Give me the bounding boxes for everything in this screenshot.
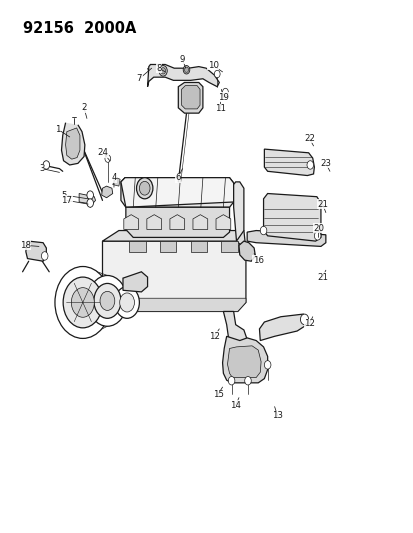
Circle shape <box>214 70 220 78</box>
Circle shape <box>139 181 150 195</box>
Circle shape <box>63 277 102 328</box>
Circle shape <box>88 276 127 326</box>
Circle shape <box>313 232 320 240</box>
Text: 21: 21 <box>316 199 327 208</box>
Circle shape <box>264 361 270 369</box>
Polygon shape <box>26 241 46 261</box>
Polygon shape <box>121 177 233 207</box>
Circle shape <box>55 266 110 338</box>
Polygon shape <box>223 311 247 349</box>
Polygon shape <box>129 241 145 252</box>
Polygon shape <box>227 346 261 377</box>
Polygon shape <box>102 298 245 311</box>
Text: 6: 6 <box>175 173 180 182</box>
Polygon shape <box>259 314 306 341</box>
Text: 16: 16 <box>252 256 263 265</box>
Polygon shape <box>65 128 80 159</box>
Polygon shape <box>123 272 147 292</box>
Polygon shape <box>247 231 325 246</box>
Polygon shape <box>123 215 138 230</box>
Text: 15: 15 <box>212 390 223 399</box>
Polygon shape <box>263 193 320 241</box>
Polygon shape <box>222 336 267 383</box>
Text: 14: 14 <box>230 401 241 409</box>
Polygon shape <box>102 186 112 198</box>
Text: 2: 2 <box>81 103 87 112</box>
Polygon shape <box>126 207 229 237</box>
Text: 4: 4 <box>111 173 116 182</box>
Text: 11: 11 <box>214 104 225 114</box>
Polygon shape <box>192 215 207 230</box>
Circle shape <box>244 376 251 385</box>
Text: 12: 12 <box>209 332 219 341</box>
Circle shape <box>94 284 121 318</box>
Circle shape <box>114 287 139 318</box>
Circle shape <box>100 292 114 310</box>
Text: 5: 5 <box>62 191 67 199</box>
Text: 23: 23 <box>320 159 330 168</box>
Polygon shape <box>238 241 255 261</box>
Polygon shape <box>147 64 219 87</box>
Polygon shape <box>216 215 230 230</box>
Text: 12: 12 <box>303 319 314 328</box>
Polygon shape <box>181 86 199 109</box>
Circle shape <box>136 177 152 199</box>
Text: 21: 21 <box>316 272 327 281</box>
Circle shape <box>184 67 188 72</box>
Circle shape <box>159 66 167 76</box>
Text: 92156  2000A: 92156 2000A <box>23 21 135 36</box>
Polygon shape <box>79 193 95 204</box>
Circle shape <box>43 161 50 169</box>
Circle shape <box>300 314 308 325</box>
Text: 18: 18 <box>20 241 31 250</box>
Polygon shape <box>102 241 245 311</box>
Text: 10: 10 <box>207 61 218 70</box>
Circle shape <box>306 161 313 169</box>
Polygon shape <box>147 215 161 230</box>
Text: 17: 17 <box>61 196 72 205</box>
Circle shape <box>228 376 234 385</box>
Circle shape <box>160 68 165 74</box>
Circle shape <box>87 191 93 199</box>
Text: 8: 8 <box>156 63 161 72</box>
Polygon shape <box>121 177 233 207</box>
Text: 20: 20 <box>312 224 323 233</box>
Circle shape <box>87 199 93 207</box>
Text: 7: 7 <box>136 74 142 83</box>
Polygon shape <box>159 241 176 252</box>
Text: 3: 3 <box>39 164 45 173</box>
Polygon shape <box>190 241 206 252</box>
Circle shape <box>222 88 228 96</box>
Circle shape <box>183 66 189 74</box>
Circle shape <box>260 227 266 235</box>
Circle shape <box>41 252 48 260</box>
Circle shape <box>105 155 110 163</box>
Text: 22: 22 <box>303 134 314 143</box>
Circle shape <box>119 293 134 312</box>
Polygon shape <box>62 123 85 165</box>
Polygon shape <box>264 149 313 175</box>
Text: 1: 1 <box>55 125 60 133</box>
Text: 24: 24 <box>97 148 109 157</box>
Polygon shape <box>221 241 237 252</box>
Polygon shape <box>112 177 120 186</box>
Text: 19: 19 <box>217 93 228 102</box>
Polygon shape <box>178 83 202 113</box>
Polygon shape <box>233 182 243 241</box>
Text: 9: 9 <box>179 55 185 64</box>
Polygon shape <box>102 231 245 249</box>
Text: 13: 13 <box>271 411 282 420</box>
Circle shape <box>71 288 94 317</box>
Polygon shape <box>169 215 184 230</box>
